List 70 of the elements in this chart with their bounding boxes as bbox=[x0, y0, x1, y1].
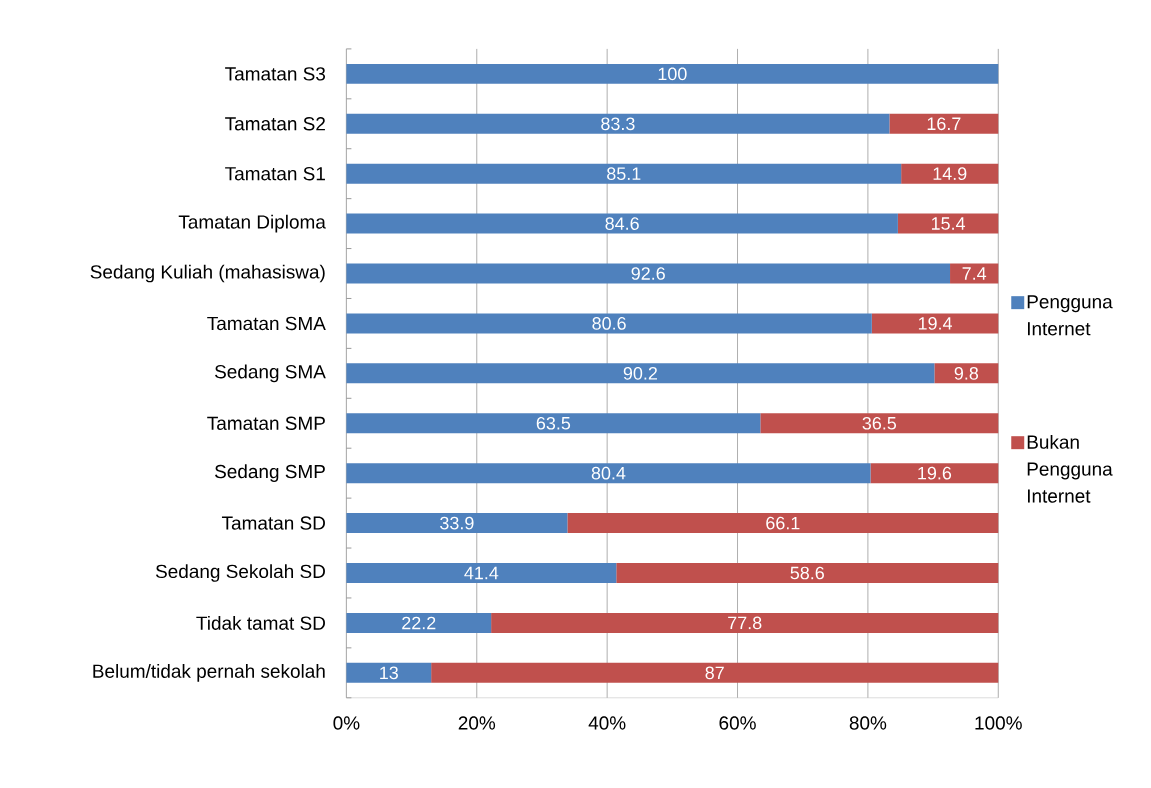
y-tick-label: Tamatan SMP bbox=[207, 416, 325, 431]
data-label: 22.2 bbox=[402, 616, 436, 630]
y-tick-label: Belum/tidak pernah sekolah bbox=[93, 664, 325, 682]
bar bbox=[346, 363, 935, 384]
bar bbox=[431, 663, 999, 683]
y-tick-label: Tamatan S1 bbox=[225, 167, 325, 181]
bar bbox=[870, 463, 999, 484]
legend-label: Pengguna Internet bbox=[1027, 295, 1113, 336]
bar bbox=[346, 163, 902, 184]
data-label: 58.6 bbox=[790, 566, 824, 580]
bar bbox=[346, 513, 568, 534]
y-tick-label: Tidak tamat SD bbox=[196, 616, 325, 631]
data-label: 63.5 bbox=[536, 417, 571, 430]
y-tick-label: Tamatan S2 bbox=[225, 117, 325, 131]
x-tick-label: 20% bbox=[458, 716, 496, 730]
data-label: 80.6 bbox=[592, 317, 626, 330]
bar bbox=[346, 213, 898, 234]
bar bbox=[901, 163, 999, 184]
y-tick-label: Tamatan Diploma bbox=[178, 214, 326, 233]
y-tick-label: Tamatan SD bbox=[221, 516, 325, 530]
x-tick-label: 100% bbox=[975, 716, 1022, 730]
data-label: 66.1 bbox=[766, 516, 800, 530]
y-tick-label: Tamatan S3 bbox=[225, 67, 326, 81]
bar bbox=[346, 263, 951, 284]
data-label: 9.8 bbox=[954, 367, 979, 380]
bar bbox=[346, 113, 890, 134]
data-label: 36.5 bbox=[862, 417, 897, 430]
x-tick-label: 40% bbox=[588, 716, 626, 730]
bar bbox=[346, 413, 761, 434]
bar bbox=[897, 213, 999, 234]
bar bbox=[346, 563, 617, 584]
y-tick-label: Sedang Kuliah (mahasiswa) bbox=[90, 264, 325, 283]
data-label: 100 bbox=[658, 67, 687, 81]
data-label: 15.4 bbox=[931, 217, 966, 231]
y-tick-label: Sedang Sekolah SD bbox=[155, 564, 325, 583]
bar bbox=[871, 313, 999, 334]
bar bbox=[491, 613, 999, 634]
bar bbox=[934, 363, 999, 384]
legend-label: Bukan Pengguna Internet bbox=[1027, 435, 1113, 503]
data-label: 92.6 bbox=[631, 267, 665, 281]
data-label: 41.4 bbox=[464, 567, 499, 580]
data-label: 7.4 bbox=[962, 267, 987, 280]
y-tick-label: Sedang SMP bbox=[215, 464, 325, 483]
bar bbox=[346, 313, 872, 334]
bar bbox=[616, 563, 999, 584]
data-label: 77.8 bbox=[728, 616, 762, 630]
data-label: 33.9 bbox=[440, 516, 474, 530]
bar bbox=[567, 513, 999, 534]
bar bbox=[346, 64, 999, 85]
y-tick-label: Sedang SMA bbox=[215, 364, 326, 383]
x-tick-label: 80% bbox=[849, 716, 887, 730]
data-label: 80.4 bbox=[591, 466, 626, 480]
data-label: 90.2 bbox=[623, 367, 657, 380]
data-label: 84.6 bbox=[605, 217, 639, 231]
x-tick-label: 60% bbox=[719, 716, 756, 730]
data-label: 85.1 bbox=[607, 167, 641, 181]
bar bbox=[889, 113, 999, 134]
x-tick-label: 0% bbox=[333, 716, 360, 730]
bar bbox=[346, 663, 432, 683]
data-label: 14.9 bbox=[933, 167, 967, 181]
data-label: 16.7 bbox=[927, 117, 961, 131]
bar bbox=[346, 463, 871, 484]
data-label: 83.3 bbox=[601, 117, 635, 131]
data-label: 87 bbox=[705, 666, 724, 680]
bar bbox=[760, 413, 999, 434]
data-label: 19.6 bbox=[918, 466, 952, 480]
data-label: 19.4 bbox=[918, 317, 953, 330]
bar bbox=[346, 613, 492, 634]
data-label: 13 bbox=[380, 666, 398, 680]
y-tick-label: Tamatan SMA bbox=[207, 316, 326, 331]
